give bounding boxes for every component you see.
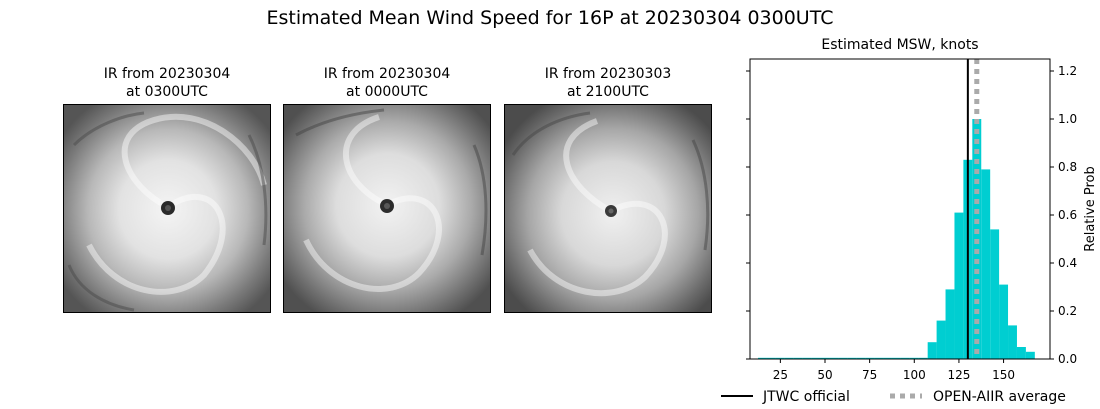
ir-panel-1-title-line1: IR from 20230304	[103, 66, 231, 82]
chart-title: Estimated MSW, knots	[821, 37, 979, 53]
plot-frame	[749, 58, 1051, 360]
x-tick-label-100: 100	[903, 368, 926, 382]
histogram-bar-50	[820, 357, 830, 359]
histogram-bar-120	[945, 289, 955, 359]
ir-panel-3-title-line1: IR from 20230303	[544, 66, 672, 82]
ir-panel-3-title-line2: at 2100UTC	[567, 84, 649, 100]
y-tick-label-3: 0.6	[1058, 208, 1077, 222]
histogram-bar-125	[954, 212, 964, 359]
ir-panel-2-title-line1: IR from 20230304	[323, 66, 451, 82]
y-tick-label-1: 0.2	[1058, 304, 1077, 318]
histogram-bar-115	[936, 320, 946, 359]
legend-jtwc-label: JTWC official	[762, 389, 850, 405]
y-tick-label-0: 0.0	[1058, 352, 1077, 366]
y-tick-label-2: 0.4	[1058, 256, 1077, 270]
histogram-bar-30	[784, 357, 794, 359]
histogram-bar-60	[838, 357, 848, 359]
ir-panel-1-title-line2: at 0300UTC	[126, 84, 208, 100]
histogram-bar-45	[811, 357, 821, 359]
histogram-bar-75	[865, 357, 875, 359]
ir-image-1	[63, 104, 271, 313]
ticks-layer: 25 50 75 100 125 150 0.0 0.2 0.4 0.6 0.8 1.0 1.2	[746, 64, 1077, 382]
histogram-bar-140	[981, 169, 991, 359]
histogram-bar-100	[909, 357, 919, 359]
x-tick-label-125: 125	[947, 368, 970, 382]
y-tick-label-5: 1.0	[1058, 112, 1077, 126]
histogram-bar-35	[793, 357, 803, 359]
ir-panel-1-title: IR from 20230304 at 0300UTC	[57, 65, 277, 101]
histogram-bar-25	[775, 357, 785, 359]
histogram-bar-90	[891, 357, 901, 359]
ir-image-3	[504, 104, 712, 313]
x-tick-label-150: 150	[992, 368, 1015, 382]
histogram-bar-150	[999, 284, 1009, 359]
x-tick-label-50: 50	[817, 368, 832, 382]
ir-panel-3-title: IR from 20230303 at 2100UTC	[498, 65, 718, 101]
y-tick-label-4: 0.8	[1058, 160, 1077, 174]
histogram-bar-65	[847, 357, 857, 359]
histogram-bar-105	[918, 357, 928, 359]
histogram-bar-95	[900, 357, 910, 359]
figure-title: Estimated Mean Wind Speed for 16P at 202…	[266, 7, 834, 29]
ir-image-2	[283, 104, 491, 313]
y-axis-label: Relative Prob	[1083, 166, 1098, 251]
bars-layer	[758, 119, 1035, 359]
histogram-bar-70	[856, 357, 866, 359]
histogram-bar-110	[927, 342, 937, 359]
ir-panel-2-title: IR from 20230304 at 0000UTC	[277, 65, 497, 101]
histogram-bar-160	[1016, 347, 1026, 359]
histogram-bar-145	[990, 229, 1000, 359]
histogram-bar-15	[758, 357, 767, 359]
histogram-bar-40	[802, 357, 812, 359]
y-tick-label-6: 1.2	[1058, 64, 1077, 78]
histogram-bar-55	[829, 357, 839, 359]
lines-layer	[966, 59, 980, 359]
histogram-bar-80	[874, 357, 884, 359]
histogram-bar-85	[883, 357, 892, 359]
legend-aiir-label: OPEN-AIIR average	[933, 389, 1066, 405]
x-tick-label-75: 75	[862, 368, 877, 382]
histogram-bar-20	[766, 357, 776, 359]
histogram-bar-165	[1025, 351, 1035, 359]
histogram-bar-155	[1008, 325, 1017, 359]
x-tick-label-25: 25	[773, 368, 788, 382]
ir-panel-2-title-line2: at 0000UTC	[346, 84, 428, 100]
